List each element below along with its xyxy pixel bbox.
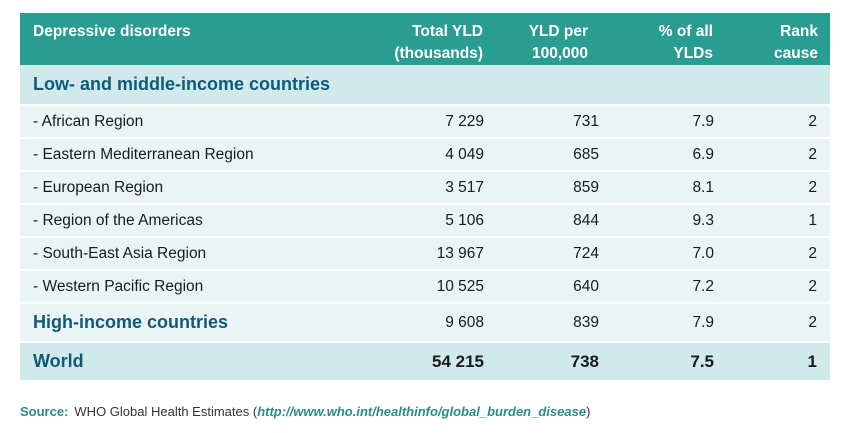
- region-name: - European Region: [20, 171, 357, 205]
- header-depressive-disorders: Depressive disorders: [20, 13, 357, 65]
- table-row: - South-East Asia Region 13 967 724 7.0 …: [20, 237, 830, 271]
- total-yld-cell: 5 106: [357, 204, 497, 238]
- yld-per-100k-cell: 844: [497, 204, 612, 238]
- pct-cell: 7.9: [612, 105, 727, 139]
- header-yld-per-line1: YLD per: [528, 23, 588, 40]
- total-yld-cell: 3 517: [357, 171, 497, 205]
- region-name: - Eastern Mediterranean Region: [20, 138, 357, 172]
- pct-cell: 6.9: [612, 138, 727, 172]
- region-name: - African Region: [20, 105, 357, 139]
- region-name: - Region of the Americas: [20, 204, 357, 238]
- table-row: - Western Pacific Region 10 525 640 7.2 …: [20, 270, 830, 304]
- rank-cell: 2: [727, 105, 830, 139]
- data-table-container: Depressive disorders Total YLD (thousand…: [20, 13, 830, 380]
- yld-per-100k-cell: 640: [497, 270, 612, 304]
- header-col0-text: Depressive disorders: [33, 23, 191, 40]
- source-text: WHO Global Health Estimates (: [74, 404, 258, 419]
- group-row-low-middle-income: Low- and middle-income countries: [20, 65, 830, 106]
- header-pct-line1: % of all: [658, 23, 713, 40]
- source-note: Source: WHO Global Health Estimates (http…: [20, 404, 590, 419]
- header-yld-per-line2: 100,000: [531, 45, 588, 62]
- table-header-row: Depressive disorders Total YLD (thousand…: [20, 13, 830, 65]
- group-label: Low- and middle-income countries: [20, 65, 830, 106]
- high-income-label: High-income countries: [20, 303, 357, 343]
- total-yld-cell: 9 608: [357, 303, 497, 343]
- source-text-end: ): [586, 404, 591, 419]
- total-yld-cell: 7 229: [357, 105, 497, 139]
- yld-per-100k-cell: 839: [497, 303, 612, 343]
- header-pct-line2: YLDs: [673, 45, 713, 62]
- header-rank-text: Rank cause: [774, 23, 818, 62]
- source-link[interactable]: http://www.who.int/healthinfo/global_bur…: [257, 404, 587, 419]
- total-yld-cell: 13 967: [357, 237, 497, 271]
- total-yld-cell: 4 049: [357, 138, 497, 172]
- pct-cell: 7.2: [612, 270, 727, 304]
- pct-cell: 7.0: [612, 237, 727, 271]
- world-row: World 54 215 738 7.5 1: [20, 342, 830, 380]
- world-label: World: [20, 342, 357, 380]
- total-yld-cell: 10 525: [357, 270, 497, 304]
- depressive-disorders-table: Depressive disorders Total YLD (thousand…: [20, 13, 830, 380]
- high-income-row: High-income countries 9 608 839 7.9 2: [20, 303, 830, 343]
- total-yld-cell: 54 215: [357, 342, 497, 380]
- rank-cell: 2: [727, 270, 830, 304]
- header-total-yld: Total YLD (thousands): [357, 13, 497, 65]
- header-rank-cause: Rank cause: [727, 13, 830, 65]
- rank-cell: 1: [727, 342, 830, 380]
- rank-cell: 2: [727, 138, 830, 172]
- region-name: - Western Pacific Region: [20, 270, 357, 304]
- rank-cell: 2: [727, 303, 830, 343]
- table-row: - European Region 3 517 859 8.1 2: [20, 171, 830, 205]
- source-label: Source:: [20, 404, 69, 419]
- yld-per-100k-cell: 859: [497, 171, 612, 205]
- pct-cell: 8.1: [612, 171, 727, 205]
- header-yld-per-100k: YLD per 100,000: [497, 13, 612, 65]
- pct-cell: 9.3: [612, 204, 727, 238]
- pct-cell: 7.5: [612, 342, 727, 380]
- header-total-yld-line1: Total YLD: [412, 23, 483, 40]
- rank-cell: 2: [727, 171, 830, 205]
- region-name: - South-East Asia Region: [20, 237, 357, 271]
- header-total-yld-line2: (thousands): [394, 45, 483, 62]
- pct-cell: 7.9: [612, 303, 727, 343]
- table-row: - African Region 7 229 731 7.9 2: [20, 105, 830, 139]
- header-pct-all-ylds: % of all YLDs: [612, 13, 727, 65]
- yld-per-100k-cell: 731: [497, 105, 612, 139]
- table-row: - Eastern Mediterranean Region 4 049 685…: [20, 138, 830, 172]
- yld-per-100k-cell: 724: [497, 237, 612, 271]
- rank-cell: 2: [727, 237, 830, 271]
- table-row: - Region of the Americas 5 106 844 9.3 1: [20, 204, 830, 238]
- yld-per-100k-cell: 685: [497, 138, 612, 172]
- yld-per-100k-cell: 738: [497, 342, 612, 380]
- rank-cell: 1: [727, 204, 830, 238]
